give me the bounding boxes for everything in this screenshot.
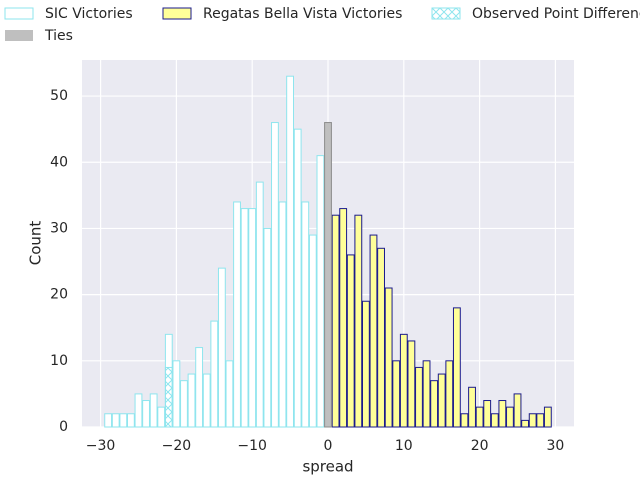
bar	[498, 400, 507, 428]
bar	[157, 406, 166, 428]
legend-label: Ties	[44, 28, 73, 44]
bar	[468, 386, 476, 428]
y-tick-label: 0	[59, 419, 68, 435]
bar	[483, 400, 492, 428]
y-tick-label: 50	[50, 88, 68, 104]
bar	[339, 208, 348, 428]
bar	[225, 360, 234, 428]
bar	[430, 380, 439, 428]
y-tick-label: 10	[50, 353, 68, 369]
bar	[490, 413, 499, 428]
bar	[392, 360, 401, 428]
bar	[369, 234, 378, 428]
bar	[536, 413, 545, 428]
bar	[361, 300, 370, 428]
bar	[308, 234, 317, 428]
bar	[316, 155, 325, 428]
legend-swatch	[5, 30, 33, 41]
bar	[346, 254, 355, 428]
bar	[475, 406, 484, 428]
x-axis-label: spread	[302, 458, 353, 476]
bar	[271, 122, 279, 428]
legend-swatch	[4, 7, 34, 20]
x-tick-label: 0	[324, 438, 333, 454]
bar	[142, 400, 150, 428]
bar	[354, 214, 363, 428]
bar	[233, 201, 241, 428]
y-axis-label: Count	[27, 221, 45, 266]
bar	[149, 393, 158, 428]
bar	[543, 406, 552, 428]
x-tick-label: −30	[86, 438, 116, 454]
legend-label: SIC Victories	[45, 6, 133, 22]
bar	[240, 208, 249, 428]
legend-label: Observed Point Difference	[472, 6, 640, 22]
bar	[210, 320, 219, 428]
bar	[384, 287, 393, 428]
bar	[331, 214, 340, 428]
bar	[195, 347, 204, 428]
y-tick-label: 20	[50, 287, 68, 303]
bar	[528, 413, 537, 428]
bar	[217, 267, 226, 428]
legend-swatch	[162, 7, 192, 20]
bar	[506, 406, 514, 428]
x-tick-label: −20	[162, 438, 192, 454]
bar	[104, 413, 113, 428]
bar	[111, 413, 120, 428]
bar	[187, 373, 196, 428]
bar	[286, 75, 295, 428]
bar	[301, 201, 310, 428]
bar	[263, 227, 272, 428]
bar	[324, 122, 332, 428]
bar	[248, 208, 257, 428]
bar	[126, 413, 135, 428]
bar	[293, 128, 302, 428]
bar	[278, 201, 287, 428]
bar	[437, 373, 446, 428]
bar	[521, 419, 530, 428]
bar	[134, 393, 143, 428]
x-tick-label: 10	[395, 438, 413, 454]
x-tick-label: 20	[471, 438, 489, 454]
bar	[377, 247, 385, 428]
bar	[399, 333, 408, 428]
bar	[255, 181, 264, 428]
bar	[513, 393, 522, 428]
bar	[445, 360, 454, 428]
y-tick-label: 40	[50, 154, 68, 170]
bar	[119, 413, 128, 428]
x-tick-label: −10	[237, 438, 267, 454]
bar	[180, 380, 188, 428]
legend-label: Regatas Bella Vista Victories	[203, 6, 402, 22]
bar	[172, 360, 181, 428]
bar	[460, 413, 469, 428]
bar	[422, 360, 431, 428]
bar	[415, 366, 423, 428]
y-tick-label: 30	[50, 220, 68, 236]
bar	[202, 373, 211, 428]
bar	[164, 366, 173, 428]
bar	[452, 307, 461, 428]
x-tick-label: 30	[547, 438, 565, 454]
bar	[407, 340, 416, 428]
legend-swatch	[431, 7, 461, 20]
